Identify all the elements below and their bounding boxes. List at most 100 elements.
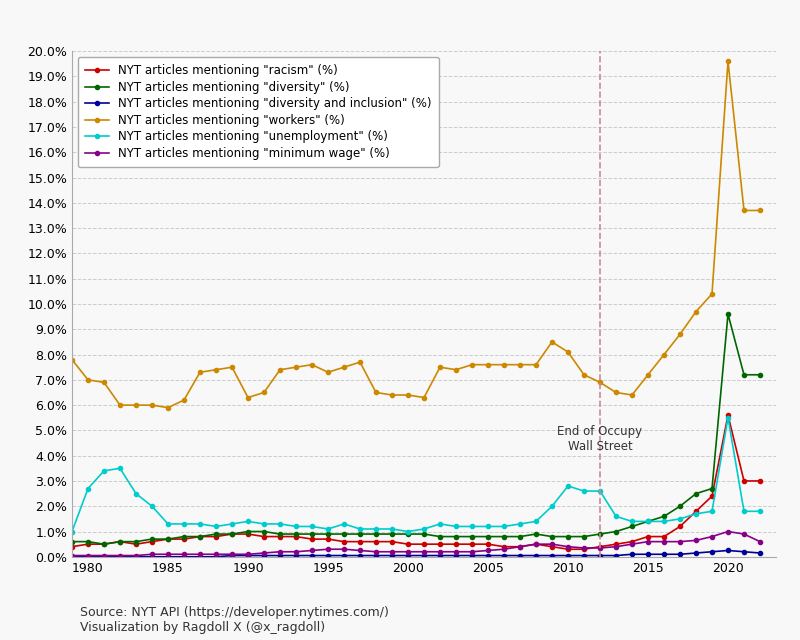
NYT articles mentioning "diversity" (%) — [307, 530, 317, 538]
NYT articles mentioning "diversity" (%) — [723, 310, 733, 318]
NYT articles mentioning "racism" (%) — [371, 538, 381, 545]
NYT articles mentioning "diversity" (%) — [227, 530, 237, 538]
NYT articles mentioning "diversity and inclusion" (%) — [243, 552, 253, 559]
Line: NYT articles mentioning "minimum wage" (%): NYT articles mentioning "minimum wage" (… — [70, 529, 762, 557]
Text: End of Occupy
Wall Street: End of Occupy Wall Street — [558, 425, 642, 453]
NYT articles mentioning "unemployment" (%) — [691, 510, 701, 518]
NYT articles mentioning "workers" (%) — [371, 388, 381, 396]
NYT articles mentioning "diversity" (%) — [403, 530, 413, 538]
NYT articles mentioning "workers" (%) — [323, 369, 333, 376]
NYT articles mentioning "unemployment" (%) — [579, 487, 589, 495]
NYT articles mentioning "diversity" (%) — [99, 540, 109, 548]
NYT articles mentioning "minimum wage" (%) — [755, 538, 765, 545]
NYT articles mentioning "racism" (%) — [707, 492, 717, 500]
NYT articles mentioning "workers" (%) — [659, 351, 669, 358]
NYT articles mentioning "workers" (%) — [563, 348, 573, 356]
NYT articles mentioning "diversity and inclusion" (%) — [83, 553, 93, 561]
NYT articles mentioning "minimum wage" (%) — [67, 552, 77, 559]
NYT articles mentioning "diversity and inclusion" (%) — [195, 553, 205, 561]
NYT articles mentioning "unemployment" (%) — [451, 523, 461, 531]
NYT articles mentioning "unemployment" (%) — [115, 465, 125, 472]
NYT articles mentioning "minimum wage" (%) — [371, 548, 381, 556]
NYT articles mentioning "workers" (%) — [483, 361, 493, 369]
NYT articles mentioning "racism" (%) — [403, 540, 413, 548]
NYT articles mentioning "racism" (%) — [659, 532, 669, 540]
NYT articles mentioning "racism" (%) — [563, 545, 573, 553]
NYT articles mentioning "diversity and inclusion" (%) — [227, 552, 237, 559]
NYT articles mentioning "diversity and inclusion" (%) — [675, 550, 685, 558]
NYT articles mentioning "workers" (%) — [195, 369, 205, 376]
NYT articles mentioning "minimum wage" (%) — [291, 548, 301, 556]
NYT articles mentioning "workers" (%) — [355, 358, 365, 366]
NYT articles mentioning "diversity and inclusion" (%) — [179, 553, 189, 561]
NYT articles mentioning "workers" (%) — [579, 371, 589, 379]
NYT articles mentioning "workers" (%) — [611, 388, 621, 396]
NYT articles mentioning "unemployment" (%) — [659, 518, 669, 525]
NYT articles mentioning "diversity" (%) — [115, 538, 125, 545]
NYT articles mentioning "racism" (%) — [723, 412, 733, 419]
NYT articles mentioning "diversity" (%) — [419, 530, 429, 538]
NYT articles mentioning "diversity" (%) — [515, 532, 525, 540]
NYT articles mentioning "workers" (%) — [451, 366, 461, 374]
NYT articles mentioning "diversity" (%) — [531, 530, 541, 538]
NYT articles mentioning "unemployment" (%) — [403, 527, 413, 535]
NYT articles mentioning "minimum wage" (%) — [195, 550, 205, 558]
NYT articles mentioning "diversity" (%) — [675, 502, 685, 510]
Line: NYT articles mentioning "diversity" (%): NYT articles mentioning "diversity" (%) — [70, 312, 762, 547]
Line: NYT articles mentioning "racism" (%): NYT articles mentioning "racism" (%) — [70, 413, 762, 551]
NYT articles mentioning "minimum wage" (%) — [579, 544, 589, 552]
NYT articles mentioning "unemployment" (%) — [355, 525, 365, 533]
NYT articles mentioning "diversity and inclusion" (%) — [419, 552, 429, 559]
NYT articles mentioning "racism" (%) — [515, 543, 525, 550]
NYT articles mentioning "minimum wage" (%) — [387, 548, 397, 556]
NYT articles mentioning "diversity and inclusion" (%) — [403, 552, 413, 559]
NYT articles mentioning "diversity" (%) — [147, 535, 157, 543]
NYT articles mentioning "workers" (%) — [115, 401, 125, 409]
NYT articles mentioning "minimum wage" (%) — [595, 544, 605, 552]
NYT articles mentioning "workers" (%) — [595, 378, 605, 386]
NYT articles mentioning "workers" (%) — [515, 361, 525, 369]
NYT articles mentioning "unemployment" (%) — [371, 525, 381, 533]
NYT articles mentioning "racism" (%) — [243, 530, 253, 538]
NYT articles mentioning "racism" (%) — [227, 530, 237, 538]
NYT articles mentioning "diversity and inclusion" (%) — [707, 548, 717, 556]
NYT articles mentioning "diversity" (%) — [483, 532, 493, 540]
NYT articles mentioning "minimum wage" (%) — [611, 543, 621, 550]
NYT articles mentioning "racism" (%) — [115, 538, 125, 545]
NYT articles mentioning "diversity" (%) — [163, 535, 173, 543]
NYT articles mentioning "unemployment" (%) — [739, 508, 749, 515]
NYT articles mentioning "minimum wage" (%) — [403, 548, 413, 556]
NYT articles mentioning "diversity" (%) — [643, 518, 653, 525]
NYT articles mentioning "workers" (%) — [211, 366, 221, 374]
NYT articles mentioning "racism" (%) — [627, 538, 637, 545]
NYT articles mentioning "minimum wage" (%) — [323, 545, 333, 553]
NYT articles mentioning "racism" (%) — [163, 535, 173, 543]
NYT articles mentioning "racism" (%) — [611, 540, 621, 548]
NYT articles mentioning "unemployment" (%) — [243, 518, 253, 525]
NYT articles mentioning "racism" (%) — [531, 540, 541, 548]
NYT articles mentioning "diversity and inclusion" (%) — [67, 553, 77, 561]
NYT articles mentioning "unemployment" (%) — [515, 520, 525, 528]
NYT articles mentioning "diversity" (%) — [355, 530, 365, 538]
NYT articles mentioning "minimum wage" (%) — [163, 550, 173, 558]
Line: NYT articles mentioning "workers" (%): NYT articles mentioning "workers" (%) — [70, 60, 762, 410]
NYT articles mentioning "minimum wage" (%) — [563, 543, 573, 550]
NYT articles mentioning "workers" (%) — [499, 361, 509, 369]
NYT articles mentioning "unemployment" (%) — [83, 484, 93, 492]
NYT articles mentioning "unemployment" (%) — [563, 482, 573, 490]
NYT articles mentioning "workers" (%) — [531, 361, 541, 369]
NYT articles mentioning "diversity and inclusion" (%) — [131, 553, 141, 561]
NYT articles mentioning "minimum wage" (%) — [723, 527, 733, 535]
NYT articles mentioning "diversity and inclusion" (%) — [147, 553, 157, 561]
NYT articles mentioning "minimum wage" (%) — [675, 538, 685, 545]
NYT articles mentioning "diversity and inclusion" (%) — [99, 553, 109, 561]
NYT articles mentioning "unemployment" (%) — [483, 523, 493, 531]
NYT articles mentioning "racism" (%) — [419, 540, 429, 548]
NYT articles mentioning "diversity" (%) — [323, 530, 333, 538]
NYT articles mentioning "workers" (%) — [739, 207, 749, 214]
NYT articles mentioning "unemployment" (%) — [179, 520, 189, 528]
NYT articles mentioning "diversity" (%) — [211, 530, 221, 538]
NYT articles mentioning "minimum wage" (%) — [739, 530, 749, 538]
NYT articles mentioning "diversity and inclusion" (%) — [579, 552, 589, 559]
NYT articles mentioning "unemployment" (%) — [323, 525, 333, 533]
